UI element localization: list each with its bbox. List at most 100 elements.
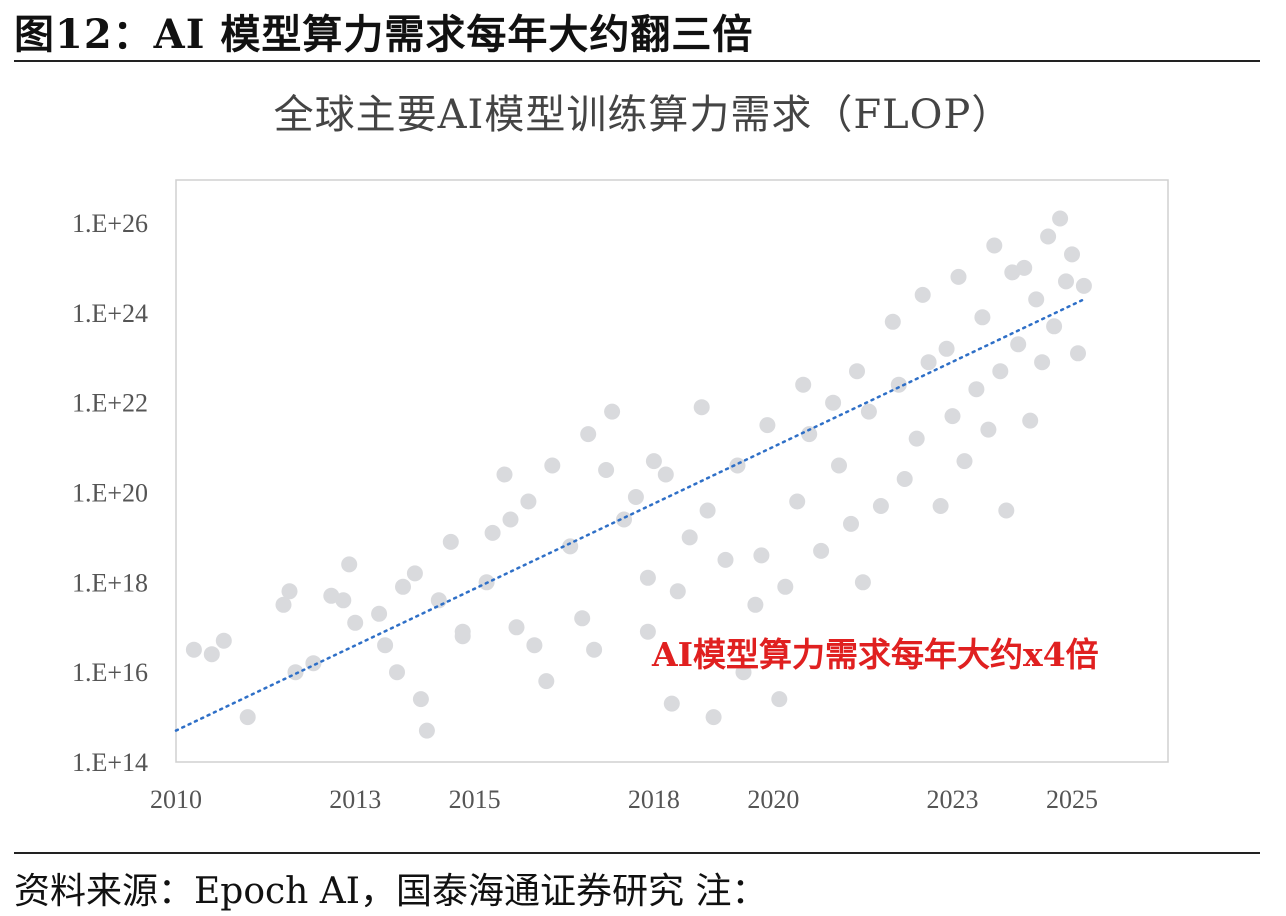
data-point bbox=[639, 569, 656, 586]
data-point bbox=[442, 533, 459, 550]
data-point bbox=[406, 565, 423, 582]
data-point bbox=[843, 515, 859, 532]
data-point bbox=[627, 489, 644, 505]
data-point bbox=[944, 408, 961, 425]
bottom-rule bbox=[14, 852, 1260, 854]
data-point bbox=[938, 340, 955, 357]
data-point bbox=[1064, 246, 1080, 263]
data-point bbox=[215, 632, 232, 649]
data-point bbox=[896, 471, 913, 487]
data-point bbox=[508, 619, 525, 636]
data-point bbox=[604, 403, 621, 420]
data-point bbox=[281, 583, 298, 600]
data-point bbox=[860, 403, 877, 420]
data-point bbox=[932, 498, 949, 514]
data-point bbox=[430, 592, 447, 609]
x-tick-label: 2015 bbox=[449, 785, 501, 814]
data-point bbox=[777, 578, 794, 595]
data-point bbox=[287, 664, 304, 681]
data-point bbox=[717, 551, 734, 568]
data-point bbox=[616, 511, 632, 528]
data-point bbox=[920, 354, 937, 371]
data-point bbox=[1010, 336, 1027, 353]
growth-annotation: AI模型算力需求每年大约x4倍 bbox=[651, 635, 1099, 674]
data-point bbox=[574, 610, 591, 627]
data-point bbox=[520, 493, 537, 510]
y-tick-label: 1.E+16 bbox=[72, 658, 148, 687]
figure-title: 图12：AI 模型算力需求每年大约翻三倍 bbox=[14, 11, 754, 58]
data-point bbox=[980, 421, 997, 438]
x-tick-label: 2025 bbox=[1046, 785, 1098, 814]
data-point bbox=[1016, 259, 1033, 276]
data-point bbox=[203, 646, 220, 663]
data-point bbox=[496, 466, 513, 483]
data-point bbox=[305, 655, 322, 672]
data-point bbox=[854, 574, 871, 591]
data-point bbox=[639, 623, 656, 640]
data-point bbox=[813, 542, 830, 559]
data-point bbox=[1075, 277, 1092, 294]
data-point bbox=[968, 381, 985, 398]
x-tick-label: 2020 bbox=[747, 785, 799, 814]
data-point bbox=[992, 363, 1009, 380]
data-point bbox=[890, 376, 907, 393]
y-tick-label: 1.E+20 bbox=[72, 479, 148, 508]
data-point bbox=[645, 453, 662, 470]
data-point bbox=[371, 605, 388, 622]
data-point bbox=[825, 394, 842, 411]
data-point bbox=[950, 268, 967, 285]
data-point bbox=[986, 237, 1003, 254]
data-point bbox=[831, 457, 847, 474]
data-point bbox=[974, 309, 991, 326]
data-point bbox=[849, 363, 865, 380]
y-tick-label: 1.E+22 bbox=[72, 389, 148, 418]
data-point bbox=[681, 529, 698, 546]
y-tick-label: 1.E+14 bbox=[72, 748, 148, 777]
top-rule bbox=[14, 60, 1260, 62]
data-point bbox=[412, 691, 429, 708]
data-point bbox=[580, 426, 597, 443]
data-point bbox=[753, 547, 770, 564]
data-point bbox=[669, 583, 686, 600]
y-tick-label: 1.E+26 bbox=[72, 209, 148, 238]
data-point bbox=[705, 709, 722, 726]
data-point bbox=[275, 596, 292, 613]
data-point bbox=[956, 453, 973, 470]
data-point bbox=[1070, 345, 1086, 362]
data-point bbox=[998, 502, 1015, 519]
data-point bbox=[729, 457, 746, 474]
y-tick-label: 1.E+24 bbox=[72, 299, 148, 328]
data-point bbox=[484, 524, 501, 541]
data-point bbox=[699, 502, 716, 519]
data-point bbox=[1046, 318, 1063, 335]
data-point bbox=[884, 313, 901, 330]
data-point bbox=[544, 457, 561, 474]
data-point bbox=[395, 578, 411, 595]
data-point bbox=[377, 637, 394, 654]
data-point bbox=[801, 426, 818, 443]
data-point bbox=[872, 498, 889, 514]
data-point bbox=[771, 691, 788, 708]
data-point bbox=[759, 417, 776, 434]
source-note: 资料来源：Epoch AI，国泰海通证券研究 注： bbox=[14, 871, 768, 912]
data-point bbox=[598, 462, 615, 478]
data-point bbox=[693, 399, 710, 416]
data-point bbox=[526, 637, 543, 654]
data-point bbox=[538, 673, 555, 690]
data-point bbox=[1034, 354, 1051, 371]
data-point bbox=[1040, 228, 1057, 245]
data-point bbox=[335, 592, 352, 609]
data-point bbox=[1052, 210, 1069, 227]
data-point bbox=[341, 556, 358, 573]
data-point bbox=[657, 466, 674, 483]
data-point bbox=[418, 722, 435, 739]
data-point bbox=[914, 286, 931, 303]
data-point bbox=[454, 623, 471, 640]
data-point bbox=[185, 641, 202, 658]
data-point bbox=[502, 511, 519, 528]
data-point bbox=[323, 587, 340, 604]
data-point bbox=[908, 430, 925, 447]
data-point bbox=[663, 695, 680, 712]
data-point bbox=[735, 664, 752, 681]
